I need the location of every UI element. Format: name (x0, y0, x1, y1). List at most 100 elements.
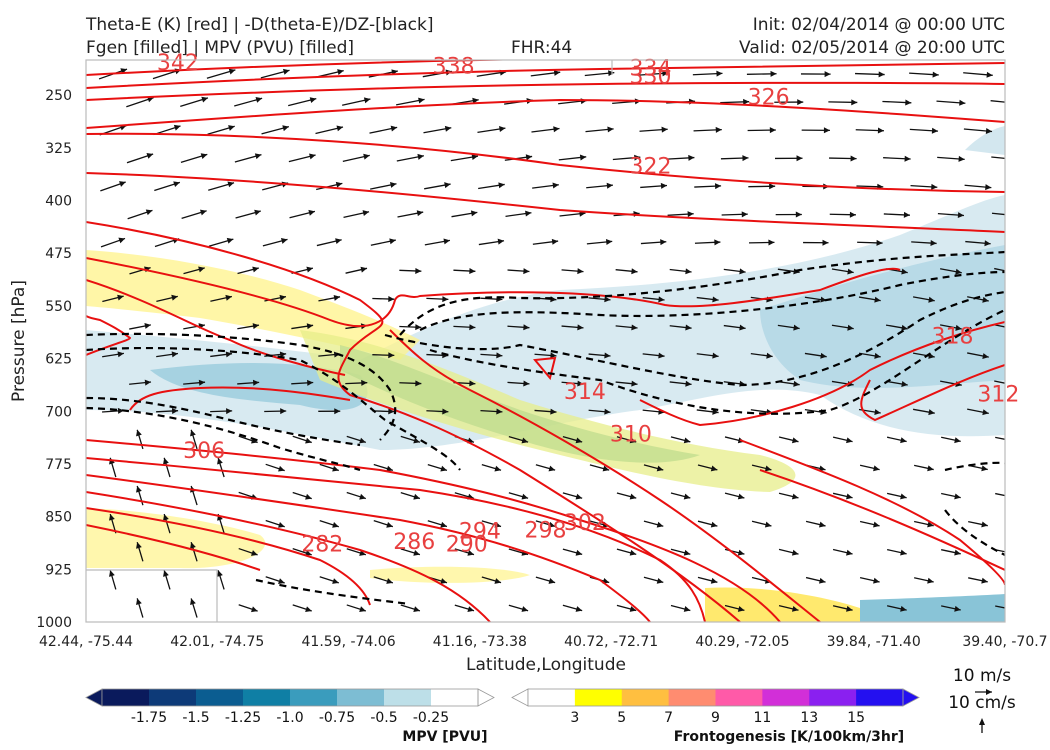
wind-vector-head (278, 578, 285, 584)
wind-vector-head (308, 209, 315, 216)
wind-vector-head (685, 268, 692, 275)
theta-e-label: 298 (525, 518, 567, 543)
y-tick-label: 925 (45, 562, 72, 578)
wind-vector-head (198, 379, 206, 386)
wind-vector-head (388, 352, 395, 359)
colorbar-tick-label: -0.5 (370, 710, 397, 726)
wind-vector-head (710, 521, 718, 528)
theta-e-line (86, 81, 1005, 101)
wind-vector-head (278, 522, 285, 528)
wind-vector-head (415, 267, 422, 274)
wind-vector-head (201, 96, 208, 103)
theta-e-line (86, 474, 651, 622)
wind-vector-head (332, 522, 339, 528)
colorbar-tick-label: 15 (847, 710, 865, 726)
wind-vector-head (499, 126, 506, 132)
wind-vector-head (252, 266, 259, 273)
wind-vector-head (496, 352, 503, 359)
colorbar-extend-left (511, 688, 529, 707)
wind-vector-head (874, 352, 881, 359)
theta-e-line (86, 257, 901, 328)
wind-vector-head (550, 352, 557, 359)
theta-e-line (86, 315, 132, 356)
wind-vector-head (117, 407, 125, 414)
wind-vector-head (359, 606, 366, 613)
wind-vector-head (389, 238, 396, 245)
y-tick-label: 400 (45, 194, 72, 210)
theta-e-label: 294 (459, 520, 501, 545)
wind-vector-head (900, 493, 907, 500)
wind-vector-head (714, 183, 722, 190)
stability-line (944, 461, 1005, 472)
wind-vector-head (109, 514, 115, 521)
wind-vector-head (282, 68, 290, 75)
theta-e-line (86, 172, 1005, 233)
colorbar-swatch (102, 689, 150, 706)
wind-vector-head (575, 606, 583, 612)
wind-vector-head (739, 324, 746, 331)
wind-vector-head (742, 155, 749, 162)
wind-vector-head (927, 577, 934, 584)
stability-line (944, 509, 1005, 556)
wind-vector-head (604, 408, 611, 415)
wind-vector-head (388, 408, 395, 415)
wind-vector-head (280, 408, 287, 415)
forecast-hour: FHR:44 (511, 38, 573, 58)
y-tick-label: 250 (45, 88, 72, 104)
theta-e-line (533, 356, 557, 381)
wind-vector-head (442, 408, 449, 415)
wind-vector-head (1008, 493, 1014, 499)
wind-vector-head (791, 605, 799, 612)
theta-e-label: 330 (630, 64, 672, 89)
wind-vector-head (605, 239, 613, 245)
wind-vector-head (305, 606, 312, 613)
wind-vector-head (200, 153, 208, 159)
init-time: Init: 02/04/2014 @ 00:00 UTC (752, 15, 1005, 35)
wind-vector-head (363, 153, 370, 160)
wind-vector-head (444, 182, 451, 189)
theta-e-line (86, 60, 530, 76)
wind-vector-head (227, 181, 235, 188)
mpv-fill-top-right (965, 126, 1005, 155)
colorbar-tick-label: 7 (664, 710, 673, 726)
wind-vector-head (553, 126, 560, 133)
wind-vector-head (846, 437, 853, 444)
y-tick-label: 775 (45, 457, 72, 473)
wind-vector-head (136, 598, 142, 605)
wind-vector-head (712, 352, 719, 359)
wind-vector-head (662, 70, 669, 77)
wind-vector-head (494, 521, 502, 528)
colorbar-extend-left (85, 688, 103, 707)
wind-vector-head (901, 381, 908, 387)
wind-vector-head (255, 96, 263, 103)
wind-vector-head (714, 239, 721, 246)
wind-vector-head (954, 437, 961, 444)
theta-e-line (86, 439, 781, 622)
wind-vector-head (1008, 437, 1014, 443)
wind-vector-head (764, 465, 772, 472)
stability-line (86, 332, 397, 441)
wind-vector-head (658, 296, 665, 303)
mpv-colorbar: -1.75 -1.5 -1.25 -1.0 -0.75 -0.5 -0.25 (85, 688, 495, 726)
theta-e-line (86, 221, 741, 622)
stability-line (419, 270, 1005, 331)
colorbar-tick-label: -1.5 (182, 710, 209, 726)
stability-line (86, 396, 361, 447)
wind-vector-head (359, 550, 366, 556)
theta-e-label: 322 (630, 154, 672, 179)
wind-vector-head (602, 465, 610, 472)
wind-vector-head (683, 606, 691, 612)
wind-vector-head (525, 210, 532, 217)
wind-vector-head (688, 154, 695, 161)
wind-vector-head (363, 97, 371, 104)
wind-vector-head (847, 324, 854, 331)
theta-e-line (860, 364, 1005, 422)
wind-vector-head (743, 98, 750, 105)
x-axis: 42.44, -75.44 42.01, -74.75 41.59, -74.06 4… (39, 634, 1048, 650)
colorbar-extend-right (902, 688, 920, 707)
x-tick-label: 40.29, -72.05 (695, 634, 789, 650)
wind-vector-head (954, 549, 961, 556)
wind-vector-head (604, 352, 611, 359)
wind-vector-head (715, 126, 722, 133)
wind-vector-head (878, 71, 885, 78)
